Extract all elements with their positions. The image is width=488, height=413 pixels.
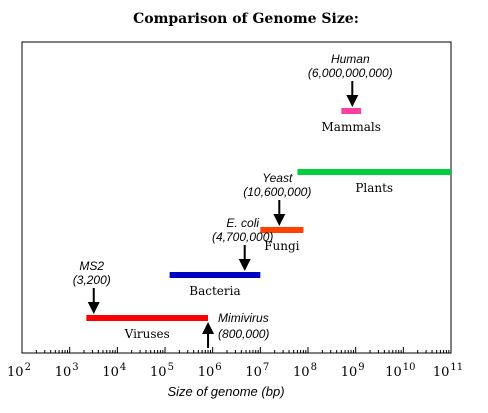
- arrow-head-e-coli: [238, 259, 251, 271]
- annotation-value-mimivirus: (800,000): [218, 327, 269, 341]
- annotation-value-human: (6,000,000,000): [308, 66, 393, 80]
- x-tick-label: 106: [198, 362, 222, 380]
- bar-label-fungi: Fungi: [264, 239, 299, 253]
- arrow-head-human: [346, 95, 359, 107]
- arrow-head-yeast: [273, 214, 286, 226]
- bar-label-plants: Plants: [355, 181, 393, 195]
- x-tick-label: 103: [55, 362, 79, 380]
- range-bar-plants: [297, 169, 451, 175]
- annotations: MS2(3,200) Mimivirus (800,000) E. coli(4,70…: [73, 52, 393, 348]
- range-bar-fungi: [260, 227, 304, 233]
- x-tick-label: 109: [341, 362, 365, 380]
- range-bar-mammals: [341, 108, 362, 114]
- x-axis-ticks: [21, 347, 452, 353]
- arrow-head-mimivirus: [202, 322, 215, 334]
- annotation-value-ms2: (3,200): [73, 273, 111, 287]
- plot-frame: [21, 41, 452, 354]
- range-bar-bacteria: [169, 272, 261, 278]
- x-tick-label: 102: [7, 362, 31, 380]
- x-tick-label: 1010: [385, 362, 415, 380]
- bar-labels: Viruses Bacteria Fungi Plants Mammals: [124, 120, 393, 341]
- x-tick-label: 108: [293, 362, 317, 380]
- x-tick-label: 107: [245, 362, 269, 380]
- annotation-value-e-coli: (4,700,000): [212, 230, 273, 244]
- annotation-label-mimivirus: Mimivirus: [218, 311, 269, 325]
- x-tick-label: 1011: [433, 362, 463, 380]
- annotation-label-yeast: Yeast: [262, 171, 293, 185]
- chart-title: Comparison of Genome Size:: [133, 11, 359, 27]
- bar-label-bacteria: Bacteria: [189, 284, 240, 298]
- x-axis-tick-labels: 102 103 104 105 106 107 108 109 1010 1011: [7, 362, 463, 380]
- range-bar-viruses: [86, 315, 209, 321]
- annotation-label-human: Human: [331, 52, 370, 66]
- annotation-value-yeast: (10,600,000): [243, 185, 311, 199]
- range-bars: [86, 108, 451, 321]
- x-tick-label: 104: [102, 362, 126, 380]
- bar-label-mammals: Mammals: [322, 120, 381, 134]
- arrow-head-ms2: [87, 302, 100, 314]
- annotation-label-e-coli: E. coli: [226, 216, 259, 230]
- annotation-label-ms2: MS2: [79, 259, 104, 273]
- bar-label-viruses: Viruses: [124, 327, 170, 341]
- x-axis-label: Size of genome (bp): [167, 384, 284, 399]
- x-tick-label: 105: [150, 362, 174, 380]
